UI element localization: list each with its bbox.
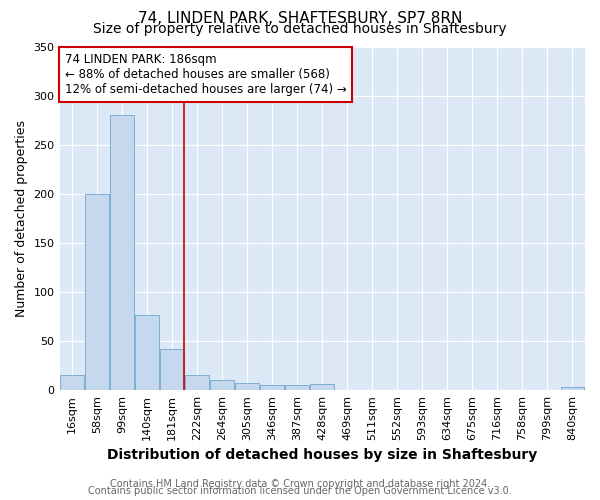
Text: Contains HM Land Registry data © Crown copyright and database right 2024.: Contains HM Land Registry data © Crown c… [110, 479, 490, 489]
Bar [135, 314, 159, 390]
Text: Contains public sector information licensed under the Open Government Licence v3: Contains public sector information licen… [88, 486, 512, 496]
Bar [210, 380, 234, 390]
Text: 74, LINDEN PARK, SHAFTESBURY, SP7 8RN: 74, LINDEN PARK, SHAFTESBURY, SP7 8RN [138, 11, 462, 26]
Bar [110, 115, 134, 390]
Text: 74 LINDEN PARK: 186sqm
← 88% of detached houses are smaller (568)
12% of semi-de: 74 LINDEN PARK: 186sqm ← 88% of detached… [65, 54, 347, 96]
Y-axis label: Number of detached properties: Number of detached properties [15, 120, 28, 317]
Bar [310, 384, 334, 390]
Text: Size of property relative to detached houses in Shaftesbury: Size of property relative to detached ho… [93, 22, 507, 36]
Bar [160, 349, 184, 390]
X-axis label: Distribution of detached houses by size in Shaftesbury: Distribution of detached houses by size … [107, 448, 538, 462]
Bar [60, 376, 84, 390]
Bar [286, 386, 309, 390]
Bar [185, 376, 209, 390]
Bar [560, 387, 584, 390]
Bar [85, 194, 109, 390]
Bar [235, 384, 259, 390]
Bar [260, 386, 284, 390]
